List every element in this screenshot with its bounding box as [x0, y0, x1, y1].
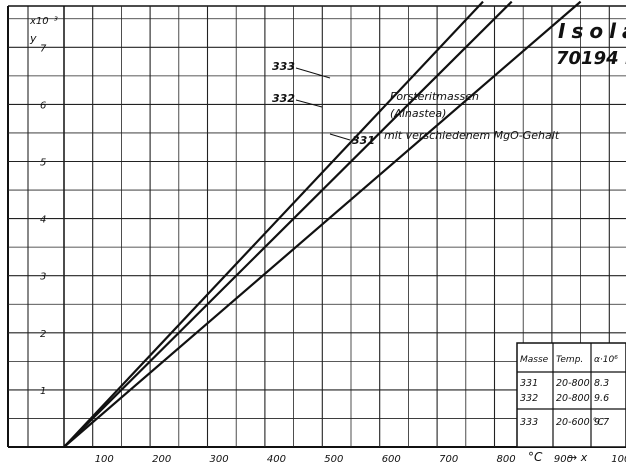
tick-labels: 100 200 300 400 500 600 700 800 900 1000 1 2 3 4 5 6 7: [40, 43, 626, 465]
table-border: [516, 342, 626, 448]
series-lines: [63, 0, 582, 448]
x-tick-label: 600: [382, 454, 401, 465]
table-cell: 333: [520, 417, 538, 428]
x-tick-label: 1000: [611, 454, 626, 465]
chart-title: Isola: [558, 19, 626, 43]
x-tick-label: 700: [439, 454, 458, 465]
series-label-332: 332: [272, 92, 295, 105]
x-tick-label: 100: [95, 454, 114, 465]
x-tick-label: 800: [497, 454, 516, 465]
y-tick-label: 6: [40, 100, 46, 111]
series-line-332: [63, 0, 513, 448]
table-cell: 332: [520, 393, 538, 404]
table-cell: 8.3: [594, 378, 609, 389]
x-axis-arrow: → x: [568, 451, 588, 464]
series-leader-333: [295, 67, 331, 79]
series-leader-332: [295, 99, 323, 108]
y-unit-label: x10⁻³: [29, 16, 58, 27]
y-tick-label: 1: [40, 386, 46, 397]
annotation-line-3: mit verschiedenem MgO-Gehalt: [384, 129, 560, 142]
table-header: α·10⁶: [594, 355, 618, 365]
chart-subtitle: 70194 b: [556, 48, 626, 69]
table-cell: 9.6: [594, 393, 609, 404]
table-header: Masse: [520, 355, 549, 365]
series-label-333: 333: [272, 60, 295, 73]
x-tick-label: 900: [554, 454, 573, 465]
annotation-line-2: (Alnastea): [390, 107, 446, 120]
table-cell: 9.7: [594, 417, 609, 428]
y-tick-label: 7: [40, 43, 47, 54]
annotation-line-1: Forsteritmassen: [390, 90, 479, 103]
y-tick-label: 2: [40, 329, 46, 340]
table-cell: 20-800: [556, 393, 590, 404]
series-line-333: [63, 0, 484, 448]
x-tick-label: 300: [210, 454, 229, 465]
x-axis-label: °C: [528, 450, 543, 464]
y-tick-label: 3: [40, 272, 46, 283]
series-line-331: [63, 0, 582, 448]
y-tick-label: 4: [40, 215, 46, 226]
y-tick-label: 5: [40, 158, 46, 169]
x-tick-label: 400: [267, 454, 286, 465]
table-header: Temp.: [556, 355, 583, 365]
y-axis-label: y: [29, 32, 37, 45]
x-tick-label: 500: [324, 454, 343, 465]
legend-table: Masse Temp. α·10⁶ 331 20-800 8.3 332 20-800 9.6 3…: [516, 342, 626, 448]
table-cell: 20-600 °C: [556, 417, 604, 428]
x-tick-label: 200: [152, 454, 171, 465]
table-cell: 331: [520, 378, 538, 389]
series-labels: 333 332 331: [272, 60, 375, 147]
table-cell: 20-800: [556, 378, 590, 389]
series-leader-331: [329, 133, 351, 141]
series-label-331: 331: [352, 134, 375, 147]
